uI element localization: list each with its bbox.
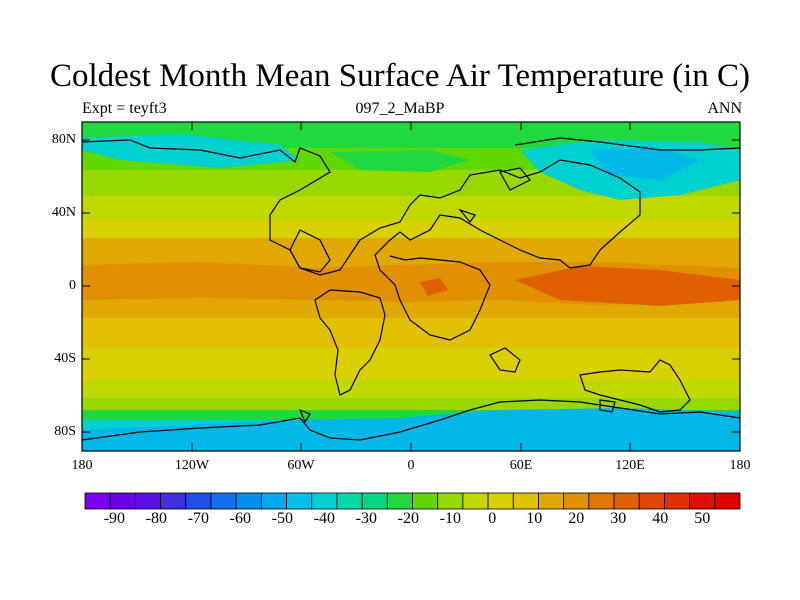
colorbar-label: 10 bbox=[526, 510, 543, 527]
axis-ticks bbox=[82, 122, 740, 451]
band-north-mid bbox=[82, 196, 740, 224]
colorbar-swatch bbox=[538, 492, 565, 510]
coastlines bbox=[82, 137, 740, 441]
lon-tick-label: 0 bbox=[407, 458, 415, 473]
colorbar-swatch bbox=[588, 492, 615, 510]
colorbar-swatch bbox=[160, 492, 187, 510]
colorbar-label: -10 bbox=[439, 510, 461, 527]
lon-tick-label: 60W bbox=[287, 458, 315, 473]
season-label: ANN bbox=[707, 100, 742, 117]
colorbar-label: -80 bbox=[145, 510, 168, 527]
colorbar-swatch bbox=[109, 492, 136, 510]
colorbar-swatch bbox=[563, 492, 590, 510]
lat-tick-label: 80S bbox=[54, 424, 76, 439]
lon-tick-label: 180 bbox=[729, 458, 751, 473]
colorbar-label: -90 bbox=[103, 510, 126, 527]
band-north-subtropic bbox=[82, 220, 740, 242]
colorbar-swatch bbox=[664, 492, 691, 510]
map-title: Coldest Month Mean Surface Air Temperatu… bbox=[50, 58, 750, 94]
colorbar-swatch bbox=[487, 492, 514, 510]
cool-europe-region bbox=[330, 150, 470, 172]
cold-antarctica-region bbox=[82, 408, 740, 451]
experiment-label: Expt = teyft3 bbox=[82, 100, 167, 117]
colorbar-label: 0 bbox=[488, 510, 497, 527]
colorbar-label: 30 bbox=[610, 510, 627, 527]
coldest-asia-region bbox=[590, 148, 700, 180]
colorbar-swatch bbox=[462, 492, 489, 510]
lat-tick-label: 40S bbox=[54, 351, 76, 366]
warm-spot-africa bbox=[420, 278, 448, 296]
lat-tick-label: 40N bbox=[51, 205, 76, 220]
warm-pool-region bbox=[515, 266, 740, 306]
colorbar-swatch bbox=[437, 492, 464, 510]
colorbar-label: 50 bbox=[694, 510, 711, 527]
band-south-mid bbox=[82, 348, 740, 384]
lat-tick-label: 0 bbox=[69, 278, 76, 293]
band-south-subtropic bbox=[82, 318, 740, 352]
colorbar-swatch bbox=[638, 492, 665, 510]
colorbar-swatch bbox=[185, 492, 212, 510]
colorbar-label: -30 bbox=[355, 510, 377, 527]
lon-tick-label: 120W bbox=[174, 458, 210, 473]
colorbar-label: 40 bbox=[652, 510, 669, 527]
colorbar-label: -40 bbox=[313, 510, 335, 527]
colorbar-swatch bbox=[286, 492, 313, 510]
lon-tick-label: 120E bbox=[615, 458, 645, 473]
colorbar-swatch bbox=[613, 492, 640, 510]
colorbar-swatch bbox=[336, 492, 363, 510]
lat-tick-label: 80N bbox=[51, 132, 76, 147]
colorbar-label: 20 bbox=[568, 510, 585, 527]
band-south-temperate bbox=[82, 380, 740, 402]
colorbar-swatch bbox=[134, 492, 161, 510]
colorbar-label: -60 bbox=[229, 510, 251, 527]
age-label: 097_2_MaBP bbox=[355, 100, 445, 117]
colorbar-swatch bbox=[386, 492, 413, 510]
colorbar-label: -50 bbox=[271, 510, 293, 527]
colorbar-swatch bbox=[361, 492, 388, 510]
colorbar-label: -20 bbox=[397, 510, 419, 527]
temperature-field bbox=[82, 122, 740, 451]
colorbar-swatch bbox=[210, 492, 237, 510]
colorbar-label: -70 bbox=[187, 510, 210, 527]
lon-tick-label: 180 bbox=[71, 458, 93, 473]
colorbar-swatch bbox=[689, 492, 716, 510]
colorbar-swatch bbox=[260, 492, 287, 510]
colorbar-swatch bbox=[512, 492, 539, 510]
colorbar-swatch bbox=[235, 492, 262, 510]
colorbar-swatch bbox=[412, 492, 439, 510]
lon-tick-label: 60E bbox=[509, 458, 533, 473]
colorbar-swatch bbox=[84, 492, 111, 510]
colorbar-swatch bbox=[714, 492, 741, 510]
colorbar bbox=[84, 492, 741, 510]
colorbar-swatch bbox=[311, 492, 338, 510]
